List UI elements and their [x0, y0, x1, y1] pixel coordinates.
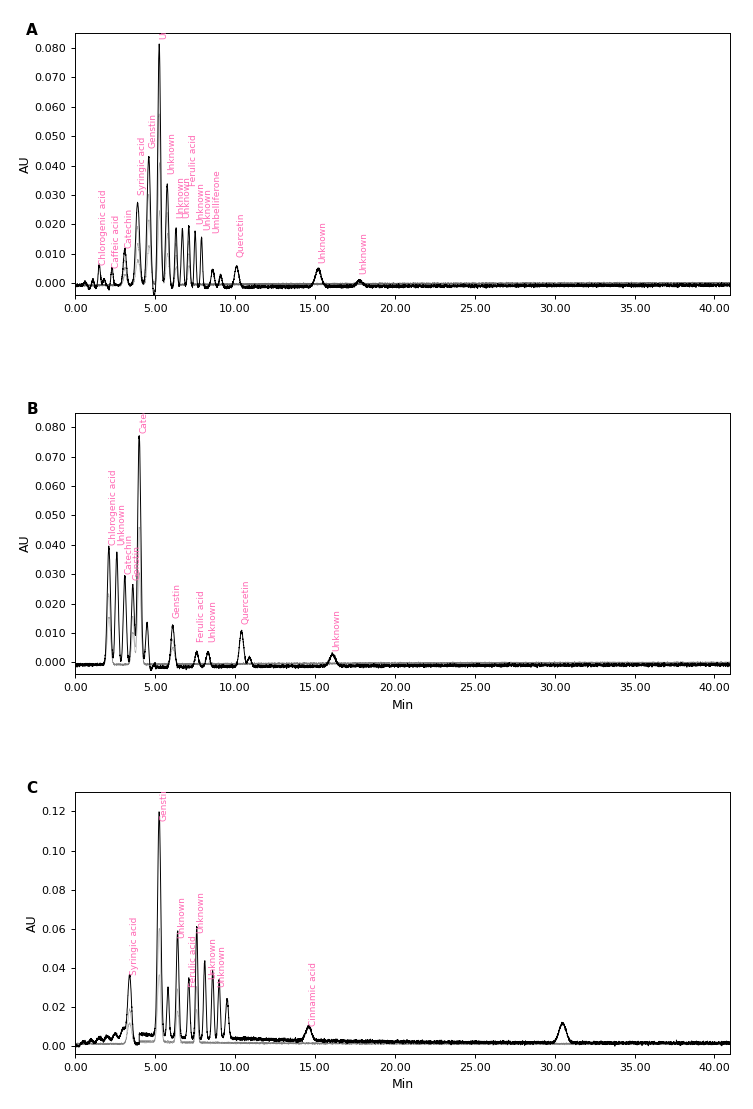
Text: Quercetin: Quercetin	[242, 580, 251, 624]
Text: Unknown: Unknown	[167, 132, 176, 174]
Text: Catechin: Catechin	[125, 535, 134, 574]
Text: Unknown: Unknown	[360, 233, 369, 274]
Text: Syringic acid: Syringic acid	[138, 136, 147, 195]
Text: Unknown: Unknown	[159, 0, 168, 39]
Y-axis label: AU: AU	[19, 535, 32, 552]
Text: B: B	[26, 403, 38, 417]
Text: Quercetin: Quercetin	[236, 212, 245, 256]
Text: Unknown: Unknown	[208, 600, 217, 642]
Text: Ferulic acid: Ferulic acid	[189, 935, 198, 987]
Text: Genstin: Genstin	[159, 786, 168, 822]
Text: Unknown: Unknown	[203, 189, 212, 231]
Text: Unknown: Unknown	[218, 945, 227, 987]
Text: Unknown: Unknown	[333, 609, 342, 651]
Text: Catechin: Catechin	[125, 207, 134, 247]
Text: Unknown: Unknown	[208, 937, 217, 979]
Text: Chlorogenic acid: Chlorogenic acid	[109, 469, 118, 545]
Y-axis label: AU: AU	[19, 155, 32, 173]
Text: Cinnamic acid: Cinnamic acid	[309, 963, 318, 1026]
Text: Unknown: Unknown	[319, 221, 327, 263]
Text: Unknown: Unknown	[117, 503, 126, 545]
Text: Ferulic acid: Ferulic acid	[197, 590, 206, 642]
Text: Catechin: Catechin	[139, 393, 148, 434]
Text: Syringic acid: Syringic acid	[130, 917, 139, 976]
Text: Ferulic acid: Ferulic acid	[189, 134, 198, 186]
Text: Umbelliferone: Umbelliferone	[212, 170, 221, 233]
Text: Genstin: Genstin	[133, 546, 142, 580]
Text: Caffeic acid: Caffeic acid	[112, 215, 121, 268]
Text: C: C	[26, 782, 38, 796]
Text: Unknown: Unknown	[182, 176, 191, 218]
Text: Chlorogenic acid: Chlorogenic acid	[99, 190, 108, 265]
Text: Unknown: Unknown	[197, 183, 206, 224]
Text: Genstin: Genstin	[149, 113, 158, 147]
Text: Unknown: Unknown	[197, 891, 206, 933]
Y-axis label: AU: AU	[26, 914, 38, 932]
X-axis label: Min: Min	[392, 699, 414, 712]
Text: Unknown: Unknown	[176, 176, 185, 218]
Text: Unknown: Unknown	[178, 896, 187, 938]
Text: Genstin: Genstin	[172, 583, 181, 619]
Text: A: A	[26, 23, 38, 38]
X-axis label: Min: Min	[392, 1078, 414, 1091]
